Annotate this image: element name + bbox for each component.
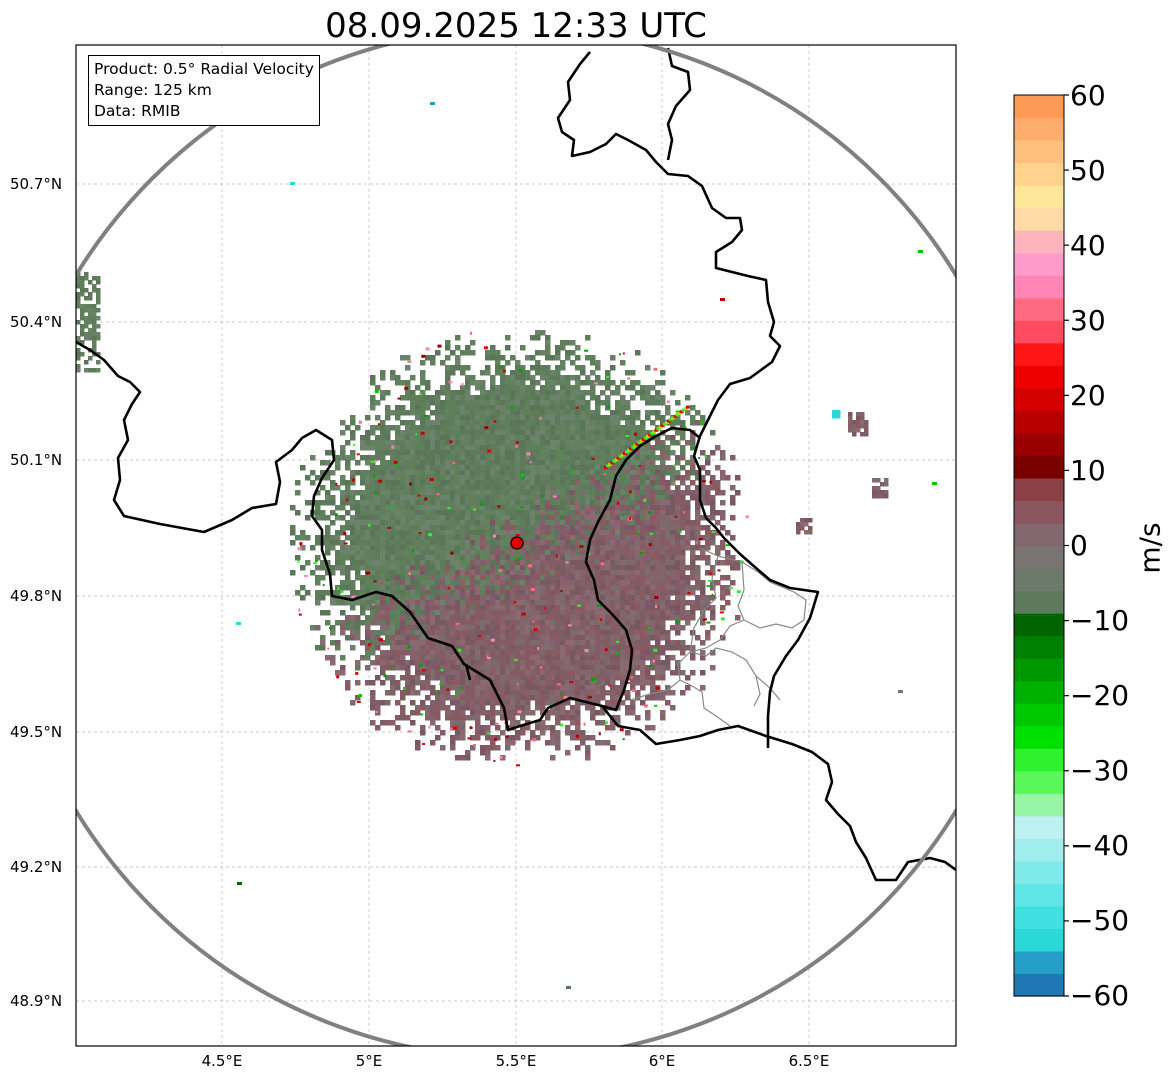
- lat-tick-label: 50.7°N: [10, 175, 63, 193]
- colorbar-segment: [1014, 117, 1064, 141]
- colorbar-segment: [1014, 590, 1064, 614]
- colorbar-segment: [1014, 230, 1064, 254]
- colorbar-tick-label: 30: [1070, 304, 1106, 337]
- colorbar-segment: [1014, 185, 1064, 209]
- colorbar-tick-label: −40: [1070, 829, 1130, 862]
- colorbar-segment: [1014, 793, 1064, 817]
- lon-tick-label: 6°E: [648, 1052, 676, 1070]
- colorbar-segment: [1014, 950, 1064, 975]
- colorbar-tick-label: −20: [1070, 679, 1130, 712]
- colorbar-segment: [1014, 477, 1064, 502]
- colorbar-tick-label: 10: [1070, 454, 1106, 487]
- colorbar-segment: [1014, 162, 1064, 186]
- colorbar-segment: [1014, 387, 1064, 411]
- regional-boundaries: [629, 547, 807, 727]
- lat-tick-label: 50.4°N: [10, 313, 63, 331]
- colorbar-segment: [1014, 275, 1064, 299]
- lon-tick-label: 6.5°E: [788, 1052, 830, 1070]
- lat-tick-label: 50.1°N: [10, 451, 63, 469]
- colorbar-segment: [1014, 770, 1064, 794]
- colorbar-segment: [1014, 725, 1064, 749]
- colorbar-segment: [1014, 905, 1064, 930]
- colorbar-segment: [1014, 95, 1064, 119]
- colorbar-tick-label: −10: [1070, 604, 1130, 637]
- colorbar-segment: [1014, 500, 1064, 524]
- colorbar-segment: [1014, 365, 1064, 389]
- colorbar-segment: [1014, 568, 1064, 592]
- lon-tick-label: 5°E: [355, 1052, 383, 1070]
- colorbar-tick-label: 20: [1070, 379, 1106, 412]
- lat-tick-label: 49.5°N: [10, 723, 63, 741]
- product-label: Product: 0.5° Radial Velocity: [94, 60, 314, 78]
- colorbar-tick-label: −30: [1070, 754, 1130, 787]
- radar-site-marker: [510, 536, 524, 550]
- colorbar-unit-label: m/s: [1133, 522, 1167, 574]
- colorbar-segment: [1014, 297, 1064, 321]
- colorbar-segment: [1014, 432, 1064, 457]
- colorbar-segment: [1014, 748, 1064, 772]
- colorbar-segment: [1014, 838, 1064, 862]
- colorbar-segment: [1014, 883, 1064, 907]
- colorbar-segment: [1014, 252, 1064, 276]
- colorbar-segment: [1014, 658, 1064, 682]
- map-title: 08.09.2025 12:33 UTC: [325, 6, 707, 46]
- colorbar-segment: [1014, 815, 1064, 839]
- colorbar-tick-label: −50: [1070, 904, 1130, 937]
- lat-tick-label: 49.8°N: [10, 587, 63, 605]
- colorbar-segment: [1014, 320, 1064, 344]
- colorbar-segment: [1014, 522, 1064, 547]
- range-label: Range: 125 km: [94, 81, 212, 99]
- colorbar: [1014, 95, 1064, 997]
- lon-tick-label: 5.5°E: [495, 1052, 537, 1070]
- colorbar-segment: [1014, 928, 1064, 952]
- colorbar-segment: [1014, 545, 1064, 569]
- colorbar-tick-label: 60: [1070, 79, 1106, 112]
- velocity-echoes: [76, 102, 937, 989]
- colorbar-segment: [1014, 613, 1064, 637]
- lat-tick-label: 49.2°N: [10, 858, 63, 876]
- colorbar-segment: [1014, 635, 1064, 659]
- colorbar-tick-label: 0: [1070, 529, 1088, 562]
- colorbar-segment: [1014, 703, 1064, 727]
- lon-tick-label: 4.5°E: [201, 1052, 243, 1070]
- colorbar-tick-marks: [1064, 94, 1069, 997]
- info-box: Product: 0.5° Radial Velocity Range: 125…: [88, 55, 320, 126]
- colorbar-segment: [1014, 207, 1064, 231]
- colorbar-tick-label: −60: [1070, 979, 1130, 1012]
- colorbar-segment: [1014, 410, 1064, 434]
- colorbar-segment: [1014, 455, 1064, 479]
- colorbar-tick-label: 50: [1070, 154, 1106, 187]
- lat-tick-label: 48.9°N: [10, 992, 63, 1010]
- colorbar-segment: [1014, 342, 1064, 366]
- data-source-label: Data: RMIB: [94, 102, 181, 120]
- country-borders: [76, 47, 956, 882]
- colorbar-segment: [1014, 860, 1064, 884]
- colorbar-segment: [1014, 680, 1064, 704]
- colorbar-tick-label: 40: [1070, 229, 1106, 262]
- colorbar-segment: [1014, 973, 1064, 997]
- colorbar-segment: [1014, 140, 1064, 164]
- map-frame: [75, 44, 957, 1047]
